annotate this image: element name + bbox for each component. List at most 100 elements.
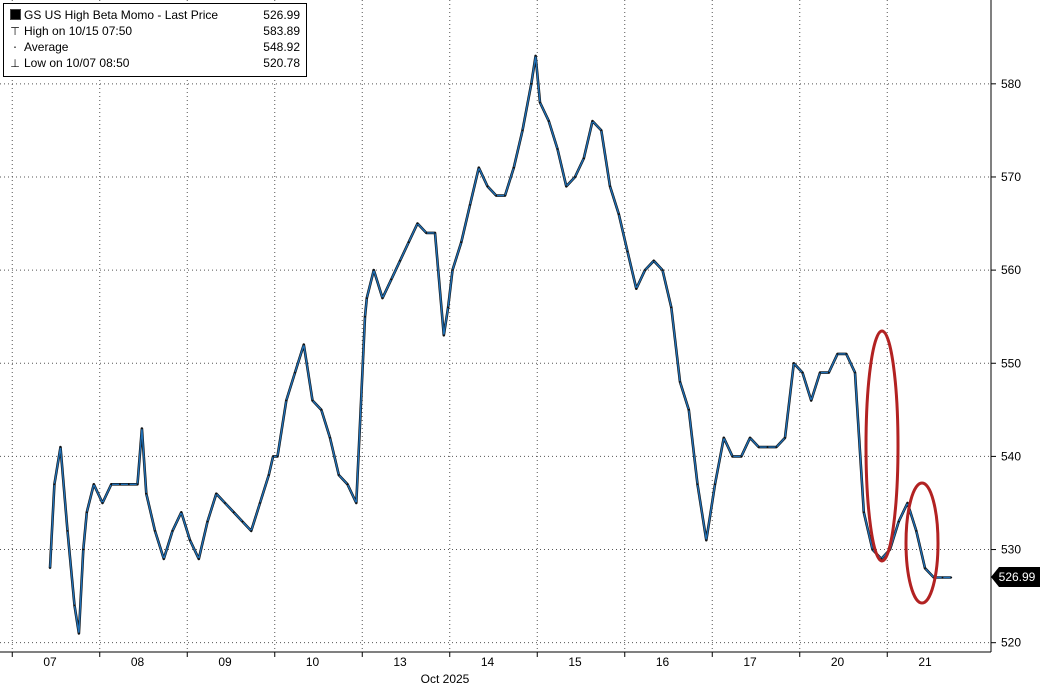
series-point (582, 157, 585, 160)
series-point (714, 483, 716, 486)
series-point (197, 558, 200, 560)
legend-swatch-icon (10, 8, 21, 24)
series-point (950, 576, 953, 579)
series-point (407, 241, 410, 244)
series-point (82, 548, 85, 551)
y-tick-label: 570 (1001, 170, 1021, 184)
series-point (766, 446, 769, 448)
series-point (617, 213, 620, 216)
series-point (530, 82, 533, 85)
series-point (609, 185, 611, 188)
y-tick-label: 530 (1001, 543, 1021, 557)
x-tick-label: 14 (481, 655, 495, 669)
legend-last-value: 526.99 (263, 8, 300, 22)
series-point (416, 222, 419, 225)
series-point (434, 232, 436, 234)
x-tick-labels: 07 08 09 10 13 14 15 16 17 20 21 (11, 652, 932, 669)
series-point (136, 483, 139, 486)
series-point (162, 558, 165, 560)
series-point (145, 492, 148, 495)
x-tick-label: 17 (743, 655, 757, 669)
series-point (845, 353, 848, 355)
legend-average-value: 548.92 (263, 40, 300, 54)
series-point (381, 297, 384, 299)
series-point (460, 241, 463, 244)
series-point (495, 194, 498, 197)
series-point (941, 576, 944, 579)
series-point (915, 530, 918, 532)
series-point (447, 306, 449, 309)
legend-low-label: Low on 10/07 08:50 (24, 56, 130, 70)
series-point (626, 250, 629, 253)
series-point (539, 101, 541, 104)
x-tick-label: 07 (43, 655, 57, 669)
series-point (836, 353, 839, 355)
series-point (85, 511, 88, 514)
series-line (49, 55, 952, 635)
annotation-ellipse-decline (904, 481, 940, 605)
series-point (451, 269, 454, 271)
x-tick-label: 15 (568, 655, 582, 669)
legend-high-value: 583.89 (263, 24, 300, 38)
series-point (827, 371, 830, 374)
series-point (534, 55, 537, 57)
legend-low-value: 520.78 (263, 56, 300, 70)
series-point (241, 520, 244, 523)
series-point (59, 446, 62, 448)
series-point (871, 548, 874, 551)
series-point (372, 269, 375, 271)
series-point (469, 204, 471, 206)
series-point (259, 502, 261, 504)
series-point (521, 129, 524, 132)
series-point (591, 120, 594, 122)
legend-series-label: GS US High Beta Momo - Last Price (24, 8, 219, 22)
series-point (215, 492, 218, 495)
series-point (364, 315, 366, 318)
series-point (390, 278, 393, 281)
series-point (78, 632, 80, 635)
series-point (73, 604, 76, 607)
series-point (92, 483, 95, 486)
series-point (696, 483, 699, 486)
axes (0, 0, 992, 653)
series-point (600, 129, 603, 132)
series-point (819, 371, 821, 374)
series-point (749, 436, 751, 439)
series-point (180, 511, 183, 514)
series-point (477, 166, 480, 169)
series-point (311, 399, 314, 402)
series-point (276, 455, 279, 458)
series-point (337, 474, 340, 476)
series-point (924, 567, 926, 570)
series-point (141, 427, 143, 430)
series-point (854, 371, 856, 374)
x-axis-title: Oct 2025 (421, 672, 470, 686)
legend-row-average: ⋅ Average 548.92 (10, 39, 300, 55)
series-point (757, 446, 760, 448)
series-point (355, 502, 358, 504)
y-tick-label: 540 (1001, 449, 1021, 463)
y-tick-label: 560 (1001, 263, 1021, 277)
price-series (48, 54, 953, 635)
series-point (49, 567, 51, 570)
series-point (425, 232, 428, 234)
x-tick-label: 09 (218, 655, 232, 669)
series-point (101, 502, 104, 504)
series-point (224, 502, 226, 504)
series-point (365, 297, 368, 299)
average-marker-icon: ⋅ (13, 42, 17, 54)
series-point (189, 539, 191, 542)
legend-high-label: High on 10/15 07:50 (24, 24, 133, 38)
high-marker-icon: ⊤ (10, 26, 20, 38)
y-tick-label: 580 (1001, 77, 1021, 91)
series-point (862, 511, 865, 514)
series-point (556, 148, 559, 150)
series-point (547, 120, 550, 122)
last-price-tag-shape (991, 567, 1040, 587)
series-point (66, 530, 69, 532)
legend-row-last-price: GS US High Beta Momo - Last Price 526.99 (10, 7, 300, 23)
series-point (272, 455, 274, 458)
x-tick-label: 21 (918, 655, 932, 669)
series-point (267, 474, 270, 476)
